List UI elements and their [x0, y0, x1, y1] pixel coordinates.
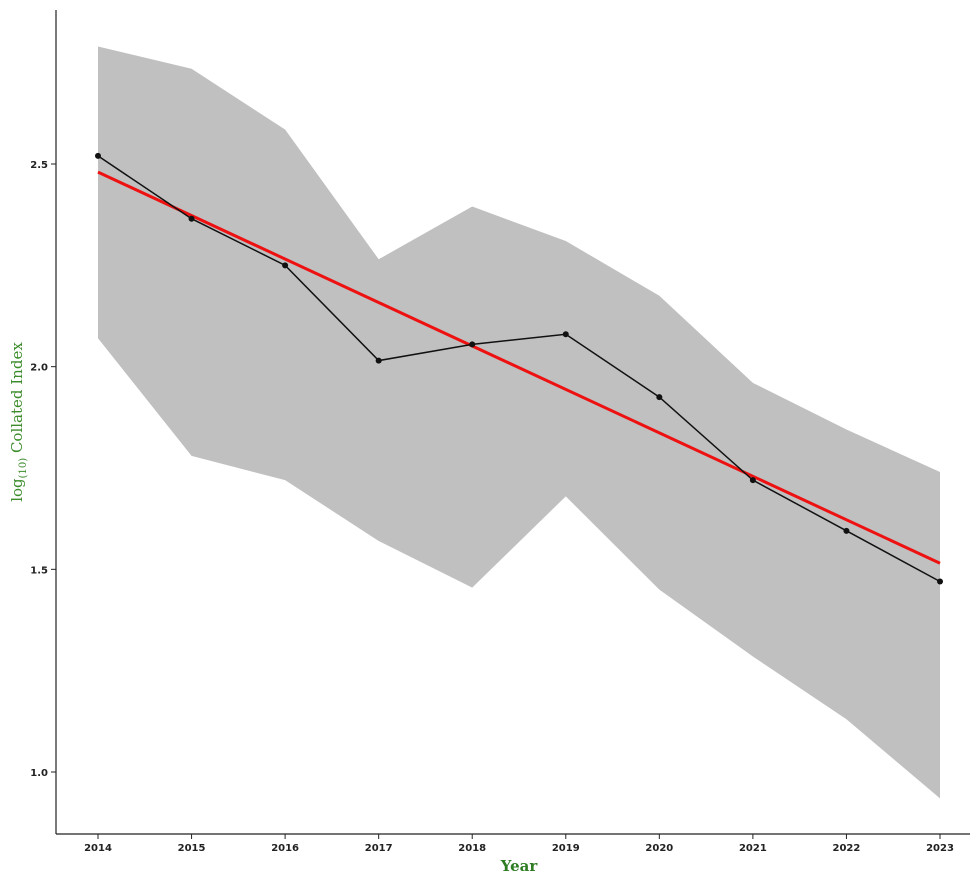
y-axis-title: log(10) Collated Index — [8, 342, 29, 502]
data-point — [749, 477, 756, 484]
y-tick-label: 1.5 — [30, 565, 48, 576]
y-tick-label: 2.5 — [30, 160, 48, 171]
y-axis-title-rest: Collated Index — [8, 342, 26, 458]
data-point — [656, 394, 663, 401]
data-point — [188, 215, 195, 222]
trend-line — [97, 170, 941, 565]
data-point — [95, 152, 101, 159]
x-tick-label: 2023 — [926, 843, 954, 854]
y-tick-label: 2.0 — [30, 363, 48, 374]
x-ticks: 2014 2015 2016 2017 2018 2019 2020 2021 2022 2023 — [84, 834, 954, 854]
data-point — [375, 357, 382, 364]
x-tick-label: 2015 — [178, 843, 206, 854]
x-tick-label: 2014 — [84, 843, 112, 854]
x-tick-label: 2022 — [833, 843, 861, 854]
data-point — [469, 341, 476, 348]
data-point — [562, 331, 569, 338]
y-ticks: 1.0 1.5 2.0 2.5 — [30, 160, 56, 779]
data-point — [843, 527, 850, 534]
x-tick-label: 2020 — [645, 843, 673, 854]
series-line — [97, 155, 941, 583]
x-tick-label: 2018 — [458, 843, 486, 854]
trend-line-layer — [97, 170, 941, 565]
x-tick-label: 2019 — [552, 843, 580, 854]
x-axis-title: Year — [500, 857, 539, 874]
y-axis-title-subscript: (10) — [18, 458, 29, 479]
data-point — [282, 262, 289, 269]
y-axis-title-main: log — [8, 478, 26, 502]
x-tick-label: 2021 — [739, 843, 767, 854]
confidence-band-layer — [98, 46, 940, 799]
x-tick-label: 2017 — [365, 843, 393, 854]
data-point — [937, 578, 943, 585]
series-layer — [95, 152, 943, 585]
x-tick-label: 2016 — [271, 843, 299, 854]
y-tick-label: 1.0 — [30, 768, 48, 779]
confidence-band — [98, 46, 940, 799]
